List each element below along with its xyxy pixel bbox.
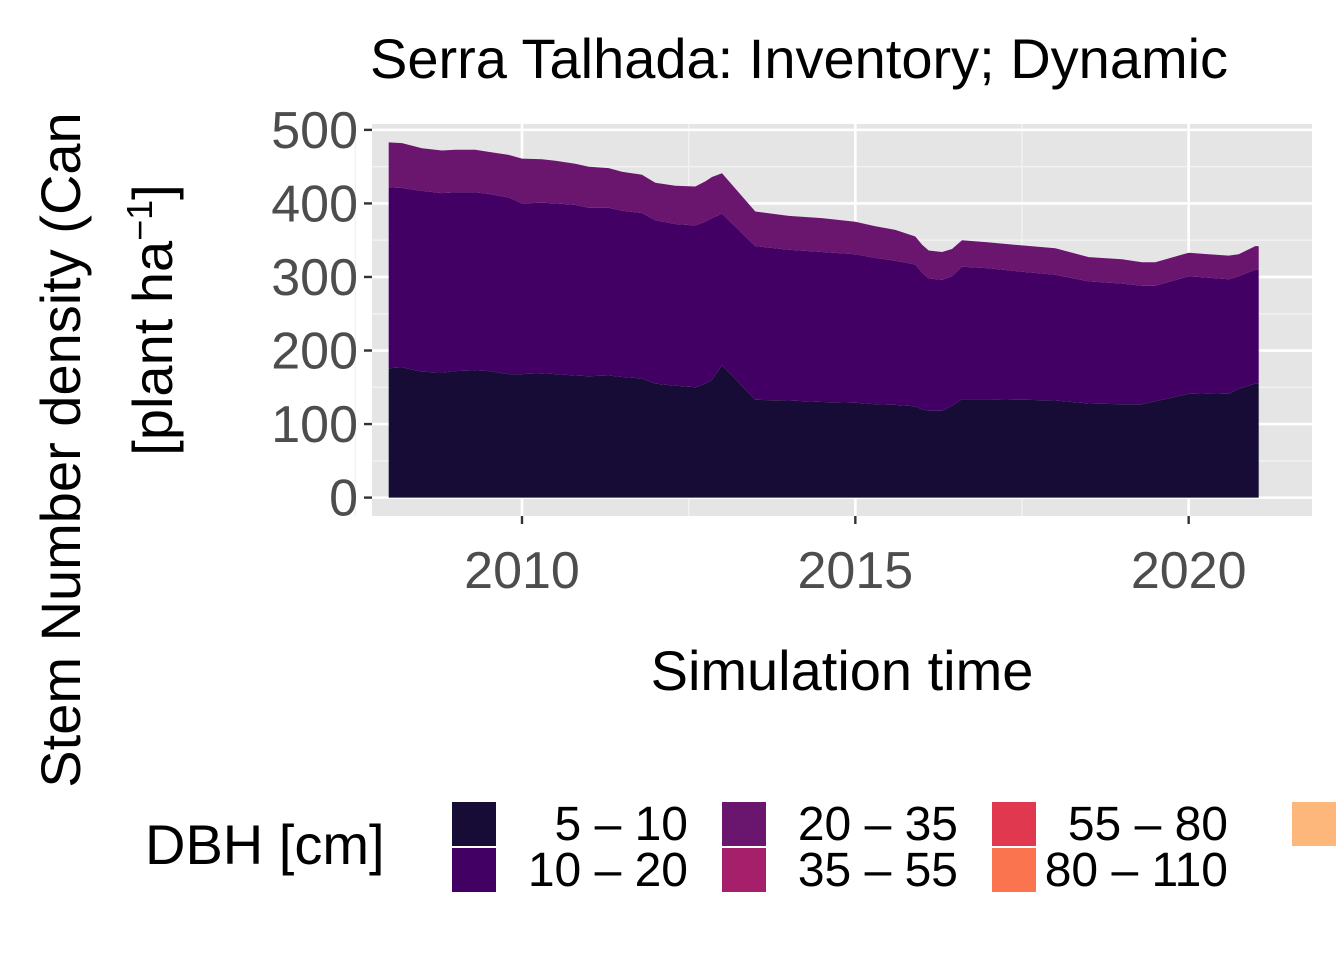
y-tick-label: 400 <box>271 175 358 233</box>
y-axis-units-prefix: [plant ha <box>121 240 184 456</box>
area-series-2 <box>388 187 1259 411</box>
x-tick-label: 2020 <box>1131 542 1247 600</box>
y-tick-label: 200 <box>271 323 358 381</box>
legend-key-2 <box>452 848 496 892</box>
y-axis-title-units: [plant ha−1] <box>119 184 184 455</box>
legend-label-6: 80 – 110 <box>1045 844 1228 897</box>
area-series-1 <box>388 365 1259 498</box>
legend-label-1: 5 – 10 <box>555 798 688 851</box>
legend-label-3: 20 – 35 <box>798 798 958 851</box>
y-axis-title-line1: Stem Number density (Can <box>29 112 92 787</box>
y-axis-units-exponent: −1 <box>119 200 160 241</box>
y-tick-label: 0 <box>329 470 358 528</box>
legend-key-6 <box>992 848 1036 892</box>
y-axis: 0 100 200 300 400 500 <box>271 102 372 528</box>
x-tick-label: 2015 <box>797 542 913 600</box>
y-axis-title-line2: [plant ha−1] <box>119 184 184 455</box>
x-axis: 2010 2015 2020 <box>464 516 1247 600</box>
y-tick-label: 300 <box>271 249 358 307</box>
chart-title: Serra Talhada: Inventory; Dynamic <box>370 27 1228 90</box>
legend-title: DBH [cm] <box>145 813 385 876</box>
x-axis-title: Simulation time <box>651 639 1034 702</box>
y-axis-units-suffix: ] <box>121 184 184 200</box>
y-axis-title: Stem Number density (Can <box>29 112 92 787</box>
legend-key-7 <box>1292 802 1336 846</box>
stacked-areas <box>388 142 1259 498</box>
legend-key-4 <box>722 848 766 892</box>
legend-key-1 <box>452 802 496 846</box>
x-tick-label: 2010 <box>464 542 580 600</box>
legend-key-5 <box>992 802 1036 846</box>
y-tick-label: 500 <box>271 102 358 160</box>
y-tick-label: 100 <box>271 396 358 454</box>
legend-key-3 <box>722 802 766 846</box>
legend-label-4: 35 – 55 <box>798 844 958 897</box>
legend-label-5: 55 – 80 <box>1068 798 1228 851</box>
legend-label-2: 10 – 20 <box>528 844 688 897</box>
area-series-3 <box>388 142 1259 286</box>
